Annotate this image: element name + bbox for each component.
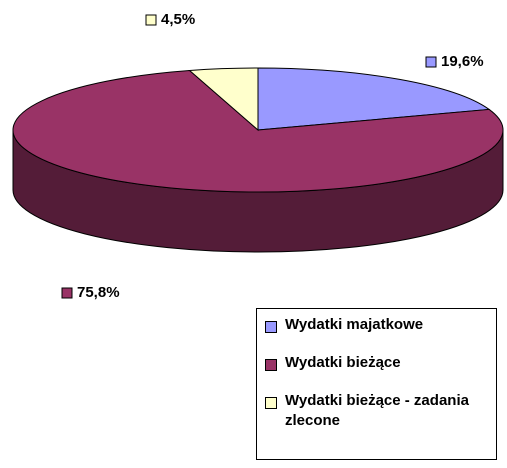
data-label: 19,6% (441, 53, 484, 70)
legend-swatch (265, 321, 277, 333)
data-label: 75,8% (77, 284, 120, 301)
legend-label: Wydatki majatkowe (285, 316, 424, 333)
data-label: 4,5% (161, 11, 195, 28)
legend-item: Wydatki bieżące - zadania zlecone (265, 392, 496, 431)
legend-label: Wydatki bieżące - zadania zlecone (285, 392, 469, 429)
legend-item: Wydatki bieżące (265, 354, 496, 373)
pie-slice (12, 69, 504, 193)
legend-label: Wydatki bieżące (285, 354, 401, 371)
label-marker (61, 287, 73, 299)
legend: Wydatki majatkowe Wydatki bieżące Wydatki … (256, 308, 497, 460)
pie-slice (188, 67, 259, 132)
legend-swatch (265, 359, 277, 371)
legend-swatch (265, 397, 277, 409)
legend-item: Wydatki majatkowe (265, 316, 496, 335)
label-marker (425, 56, 437, 68)
label-marker (145, 14, 157, 26)
